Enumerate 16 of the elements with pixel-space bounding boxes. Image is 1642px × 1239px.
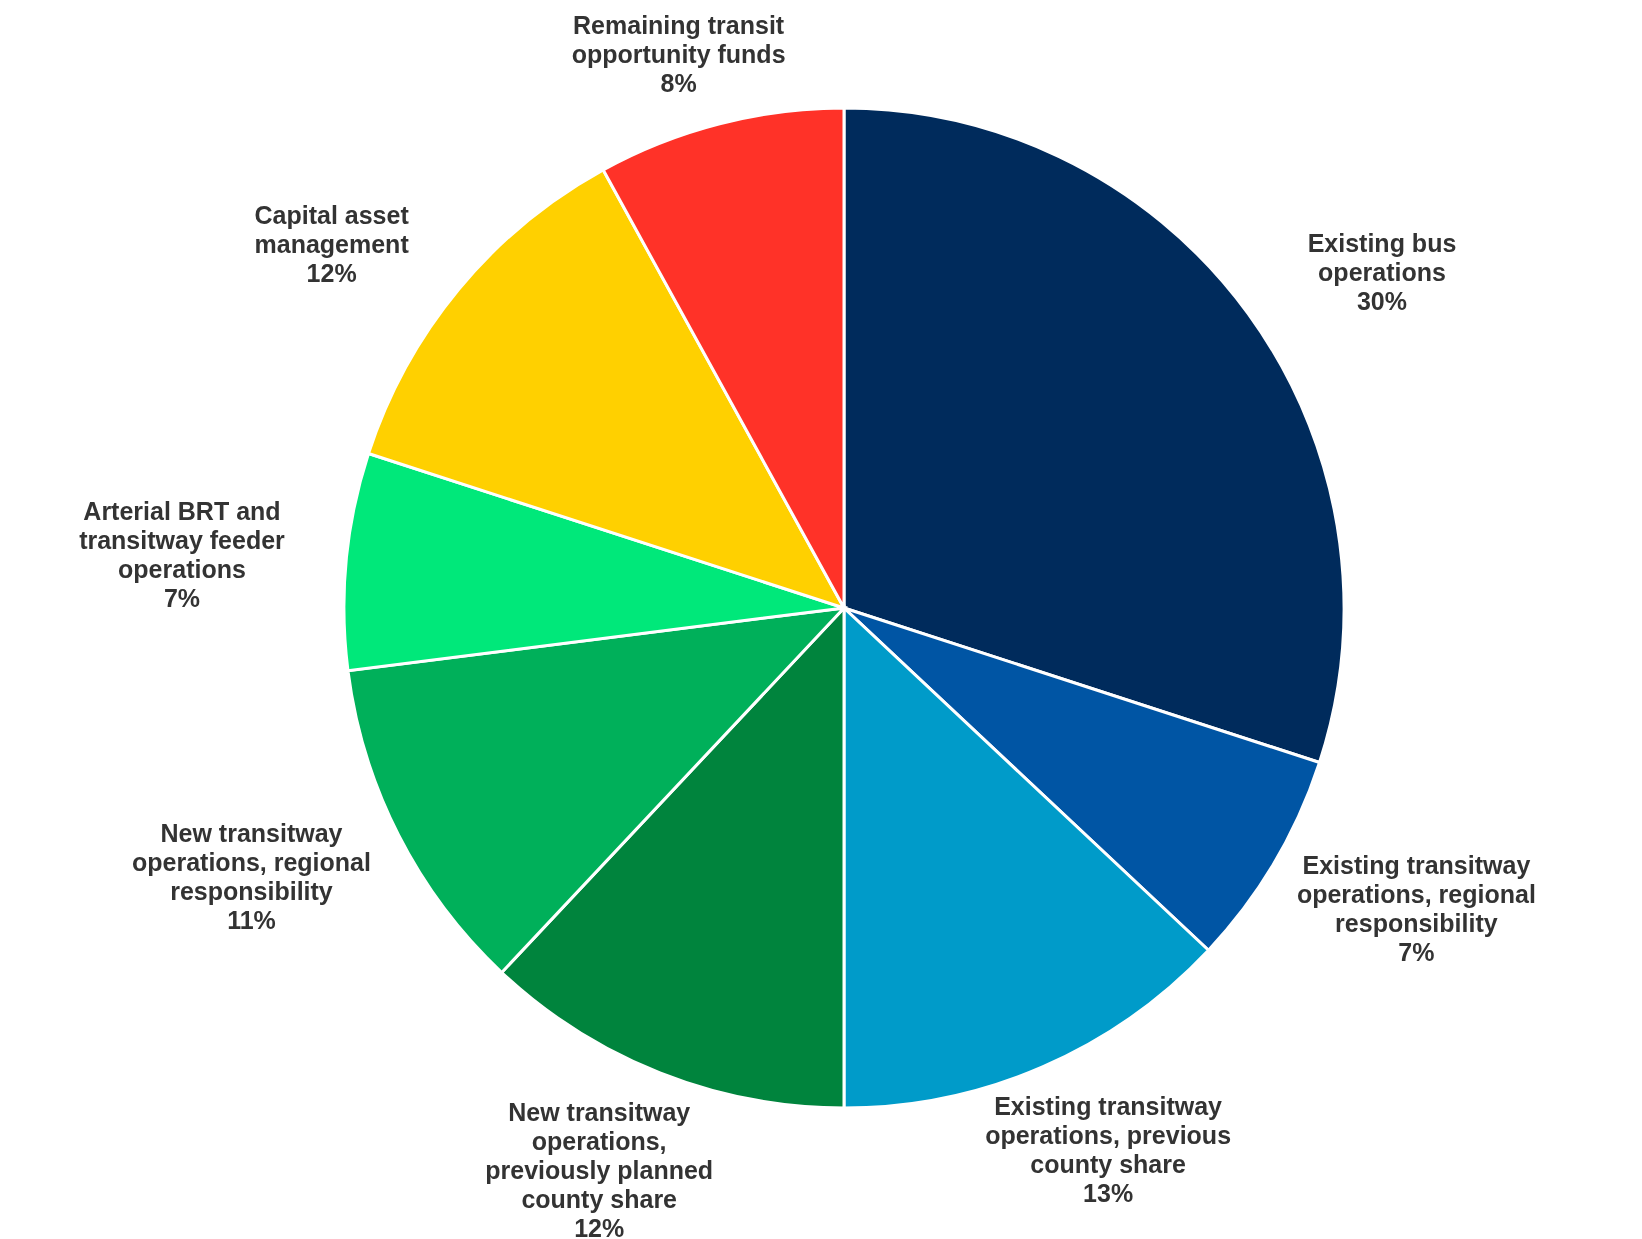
data-label: 12%	[574, 1213, 625, 1239]
data-label: 8%	[660, 69, 697, 98]
data-label: 7%	[1398, 938, 1435, 967]
slice-label: Remaining transit opportunity funds	[571, 11, 786, 69]
data-label: 12%	[306, 258, 357, 287]
slice-label: Existing transitway operations, previous county share	[985, 1091, 1232, 1178]
slice-label: Arterial BRT and transitway feeder operations	[79, 496, 286, 583]
data-label: 7%	[163, 583, 201, 612]
data-label: 11%	[227, 905, 276, 934]
slice-label: Existing transitway operations, regional responsibility	[1296, 851, 1536, 938]
slice-label: Existing bus operations	[1307, 229, 1457, 287]
data-label: 13%	[1083, 1178, 1134, 1207]
data-label: 30%	[1356, 287, 1408, 316]
slice-label: New transitway operations, regional responsibility	[132, 818, 371, 905]
slice-label: New transitway operations, previously planned county share	[485, 1097, 714, 1213]
slice-label: Capital asset management	[254, 200, 410, 258]
